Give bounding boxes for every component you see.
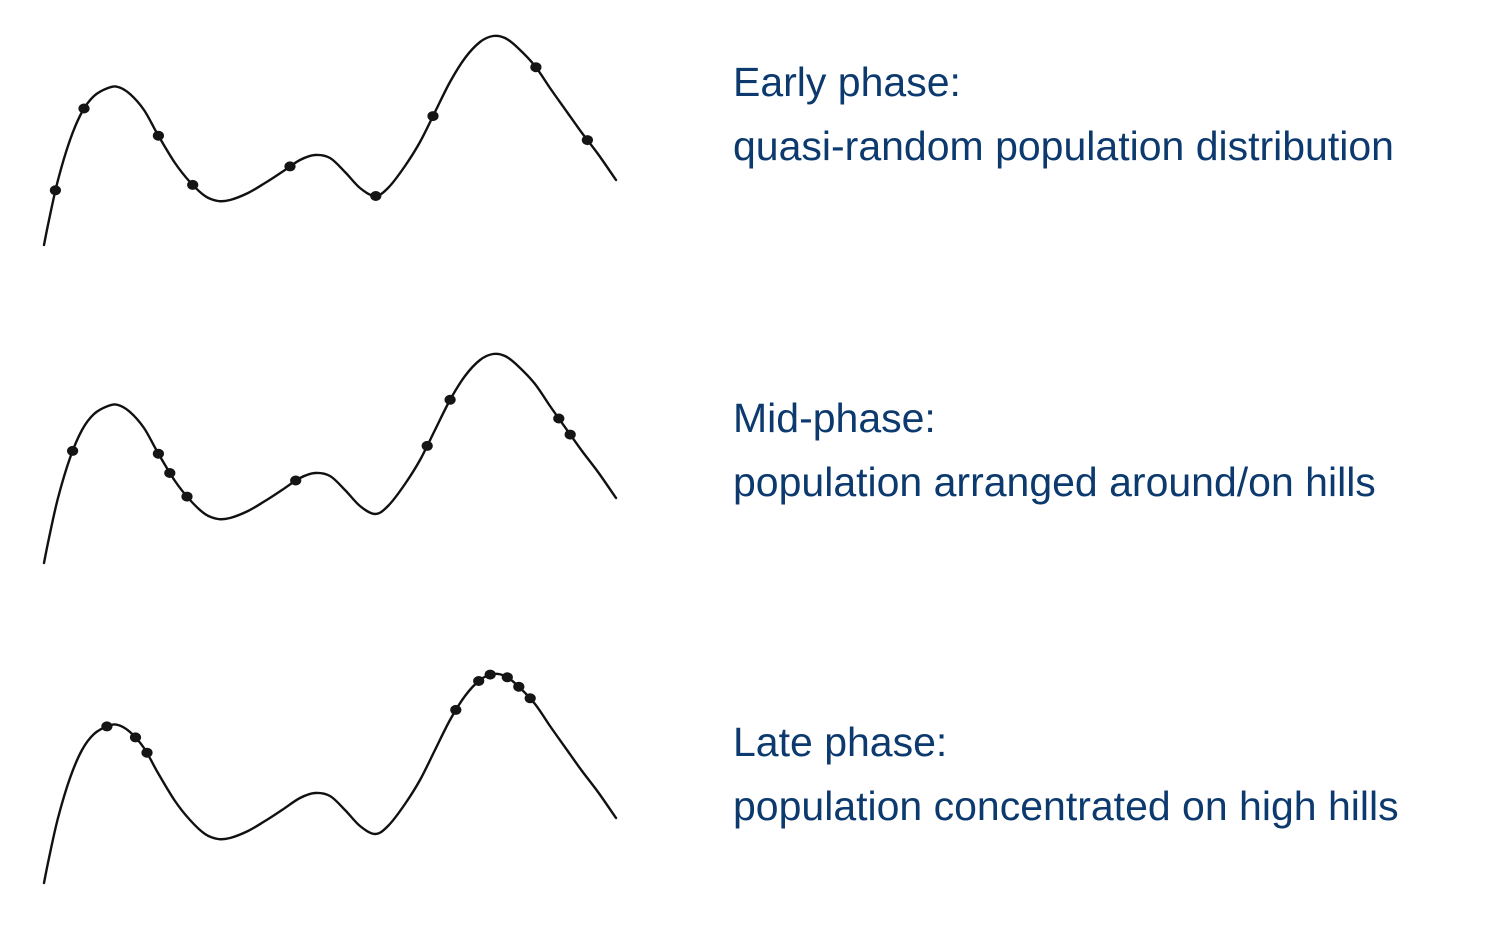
population-individual [524, 693, 536, 704]
phase-heading: Late phase: [733, 719, 948, 765]
population-individual [444, 394, 456, 405]
phase-caption-early: Early phase: quasi-random population dis… [733, 50, 1394, 178]
population-individual [450, 704, 462, 715]
population-individual [427, 111, 439, 122]
phase-heading: Early phase: [733, 59, 961, 105]
fitness-landscape-late [42, 669, 618, 885]
population-individual [152, 130, 164, 141]
population-individual [152, 448, 164, 459]
phase-description: population arranged around/on hills [733, 459, 1376, 505]
fitness-landscape-early [42, 34, 618, 247]
population-individual [501, 672, 513, 683]
phase-description: quasi-random population distribution [733, 123, 1394, 169]
phase-panel-late: Late phase: population concentrated on h… [0, 638, 1487, 938]
phase-panel-mid: Mid-phase: population arranged around/on… [0, 318, 1487, 618]
phase-panel-early: Early phase: quasi-random population dis… [0, 0, 1487, 300]
population-individual [78, 103, 90, 114]
population-individual [421, 440, 433, 451]
population-individual [187, 179, 199, 190]
population-individual [564, 429, 576, 440]
population-individual [513, 681, 525, 692]
population-individual [581, 135, 594, 146]
population-individual [101, 721, 113, 732]
fitness-curve [42, 34, 618, 247]
phase-caption-late: Late phase: population concentrated on h… [733, 710, 1399, 838]
fitness-curve [42, 352, 618, 565]
phase-heading: Mid-phase: [733, 395, 936, 441]
phase-description: population concentrated on high hills [733, 783, 1399, 829]
population-individual [164, 467, 176, 478]
population-individual [181, 491, 193, 502]
population-individual [553, 413, 565, 424]
population-individual [284, 161, 296, 172]
fitness-landscape-mid [42, 352, 618, 565]
population-individual [129, 732, 142, 743]
population-individual [49, 185, 62, 196]
population-individual [141, 747, 153, 758]
population-individual [473, 676, 485, 687]
population-individual [370, 190, 382, 201]
population-individual [484, 669, 496, 680]
fitness-curve [42, 672, 618, 885]
phase-caption-mid: Mid-phase: population arranged around/on… [733, 386, 1376, 514]
population-individual [530, 62, 542, 73]
population-individual [290, 475, 302, 486]
population-individual [66, 445, 79, 456]
